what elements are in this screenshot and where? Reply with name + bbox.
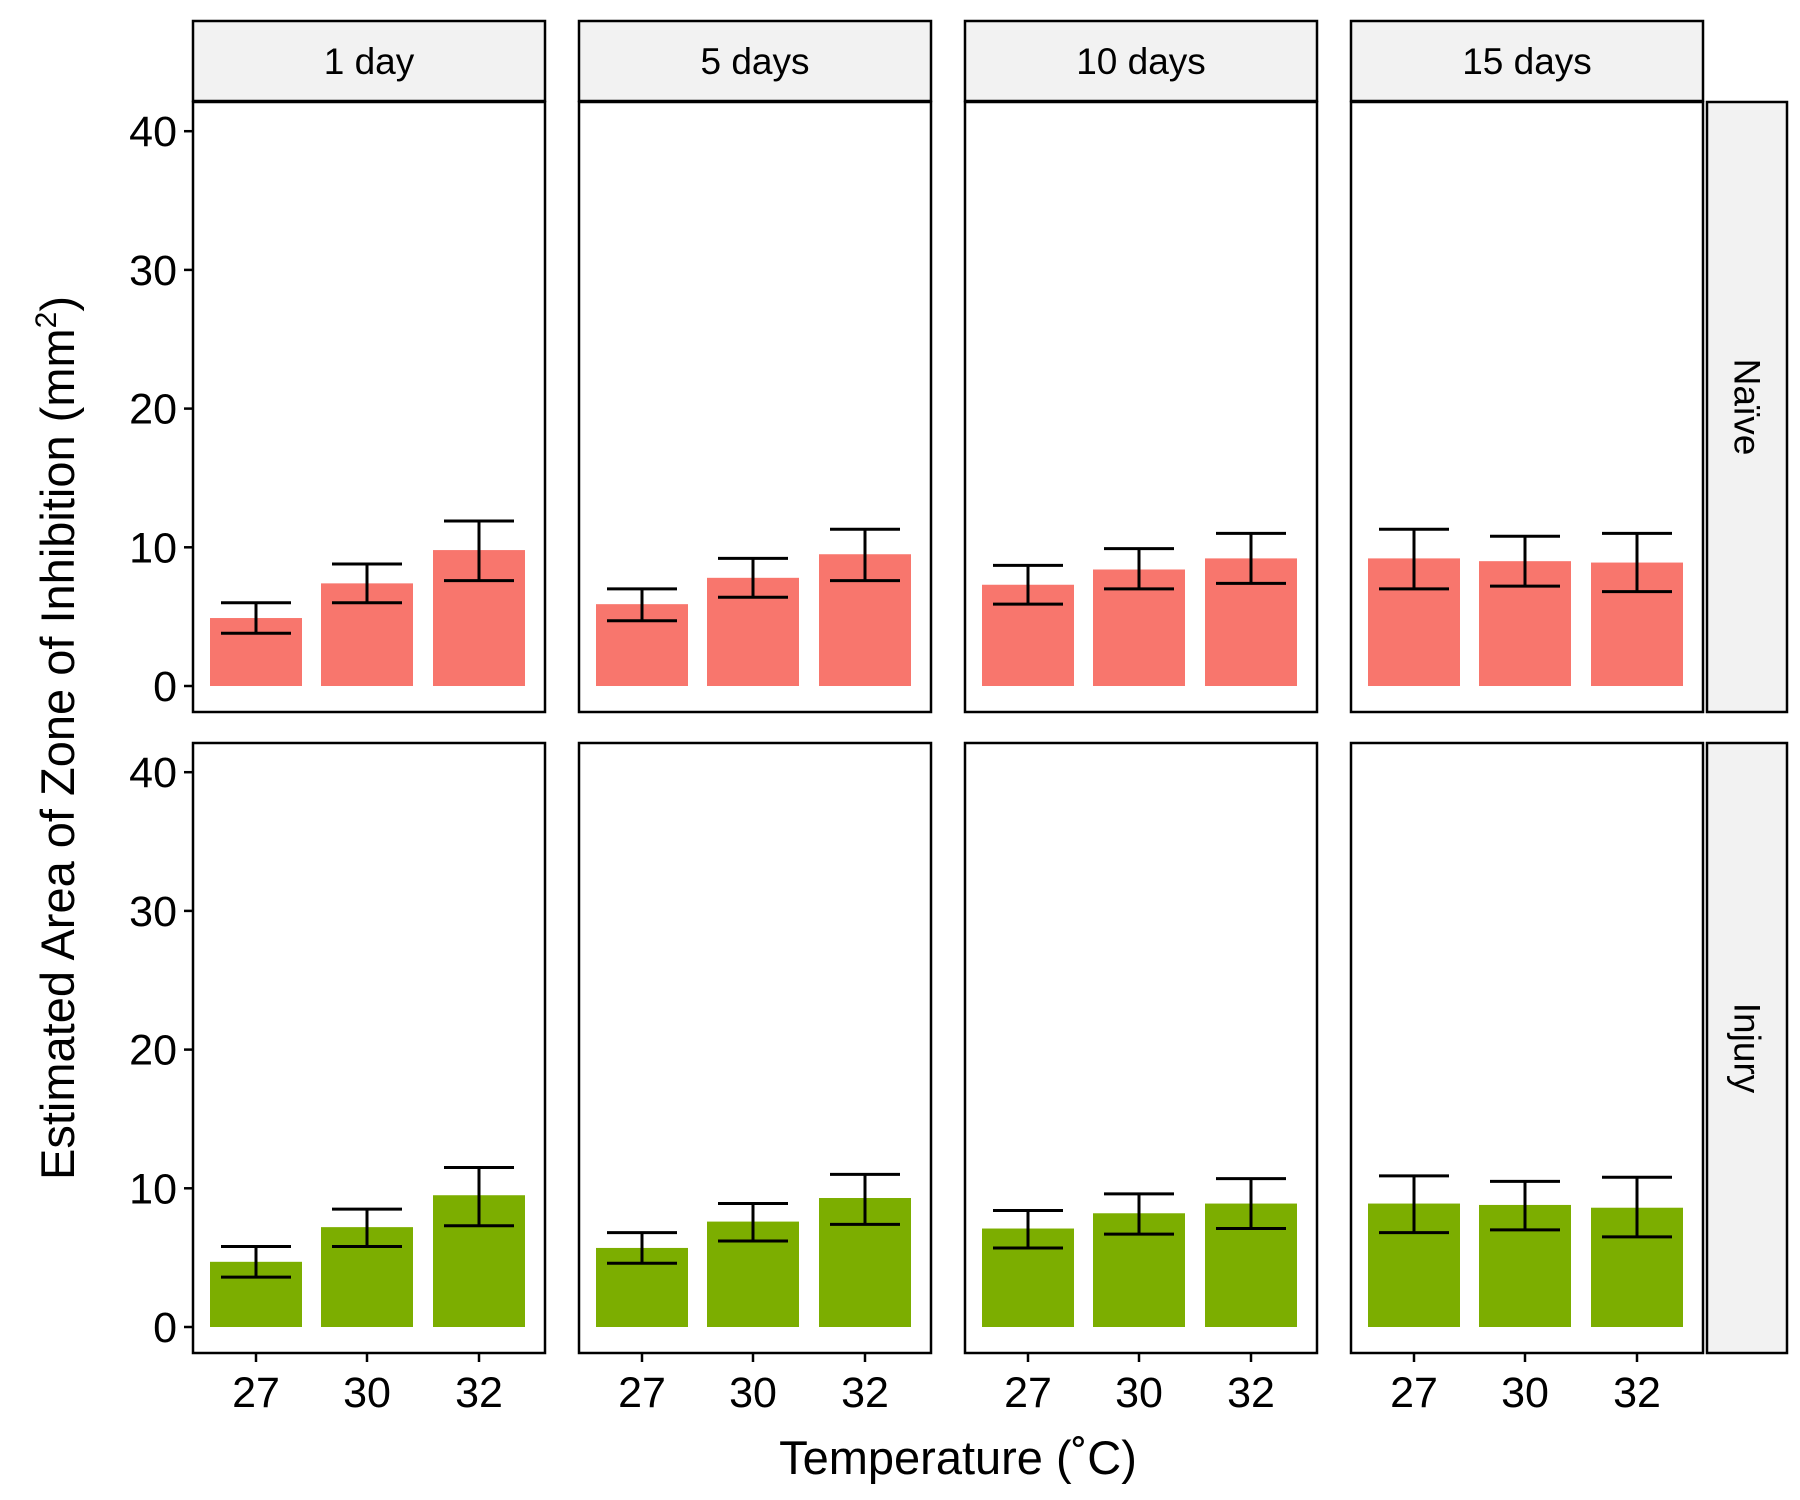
strip-label: 1 day bbox=[324, 41, 415, 82]
error-bar-32 bbox=[830, 527, 900, 583]
y-axis-naive: 0 10 20 30 40 bbox=[129, 108, 193, 711]
strip-background bbox=[191, 19, 547, 103]
y-axis-title-suffix: ) bbox=[31, 296, 84, 312]
y-tick-label: 40 bbox=[129, 108, 177, 156]
x-tick-label: 30 bbox=[343, 1369, 391, 1417]
x-tick-label: 30 bbox=[1115, 1369, 1163, 1417]
error-bar-30 bbox=[332, 1207, 402, 1249]
panel-border bbox=[577, 741, 933, 1355]
error-bar-27 bbox=[1379, 1174, 1449, 1235]
error-bar-27 bbox=[1379, 527, 1449, 591]
panel-border bbox=[963, 100, 1319, 714]
error-bar-30 bbox=[1104, 1192, 1174, 1236]
strip-background bbox=[1705, 741, 1789, 1355]
panel-naive-10-days bbox=[963, 100, 1319, 714]
y-tick-label: 30 bbox=[129, 888, 177, 936]
x-tick-label: 27 bbox=[1390, 1369, 1438, 1417]
error-bar-30 bbox=[332, 562, 402, 605]
y-tick-label: 40 bbox=[129, 749, 177, 797]
x-tick-label: 32 bbox=[455, 1369, 503, 1417]
error-bar-32 bbox=[444, 1165, 514, 1228]
x-axis-5-days: 27 30 32 bbox=[618, 1353, 889, 1417]
y-axis-title-main: Estimated Area of Zone of Inhibition (mm bbox=[31, 328, 84, 1180]
x-axis-15-days: 27 30 32 bbox=[1390, 1353, 1661, 1417]
x-tick-label: 27 bbox=[232, 1369, 280, 1417]
panel-injury-10-days bbox=[963, 741, 1319, 1355]
y-tick-label: 30 bbox=[129, 247, 177, 295]
panels-layer: 1 day 5 days 10 days 15 days Naïve Injury bbox=[191, 19, 1789, 1355]
y-axis-injury: 0 10 20 30 40 bbox=[129, 749, 193, 1352]
x-tick-label: 32 bbox=[841, 1369, 889, 1417]
strip-1-day: 1 day bbox=[191, 19, 547, 103]
panel-naive-1-day bbox=[191, 100, 547, 714]
axis-layer: 0 10 20 30 40 0 10 20 30 40 27 30 32 27 30 32 27 30 32 27 30… bbox=[129, 108, 1661, 1417]
panel-border bbox=[1349, 741, 1705, 1355]
strip-background bbox=[963, 19, 1319, 103]
x-tick-label: 32 bbox=[1613, 1369, 1661, 1417]
error-bar-30 bbox=[1490, 1179, 1560, 1232]
strip-injury: Injury bbox=[1705, 741, 1789, 1355]
panel-border bbox=[963, 741, 1319, 1355]
x-axis-1-day: 27 30 32 bbox=[232, 1353, 503, 1417]
strip-label: 15 days bbox=[1462, 41, 1592, 82]
x-axis-10-days: 27 30 32 bbox=[1004, 1353, 1275, 1417]
panel-border bbox=[191, 741, 547, 1355]
x-axis-title: Temperature (˚C) bbox=[779, 1431, 1137, 1484]
strip-label: 10 days bbox=[1076, 41, 1206, 82]
error-bar-27 bbox=[221, 1245, 291, 1279]
panel-injury-15-days bbox=[1349, 741, 1705, 1355]
panel-border bbox=[1349, 100, 1705, 714]
x-tick-label: 27 bbox=[1004, 1369, 1052, 1417]
x-tick-label: 30 bbox=[729, 1369, 777, 1417]
error-bar-30 bbox=[718, 556, 788, 599]
x-tick-label: 27 bbox=[618, 1369, 666, 1417]
y-tick-label: 20 bbox=[129, 386, 177, 434]
error-bar-30 bbox=[718, 1202, 788, 1243]
error-bar-32 bbox=[1216, 1177, 1286, 1231]
error-bar-32 bbox=[444, 519, 514, 583]
panel-injury-1-day bbox=[191, 741, 547, 1355]
strip-5-days: 5 days bbox=[577, 19, 933, 103]
y-tick-label: 20 bbox=[129, 1027, 177, 1075]
error-bar-27 bbox=[993, 563, 1063, 606]
panel-border bbox=[577, 100, 933, 714]
panel-injury-5-days bbox=[577, 741, 933, 1355]
x-tick-label: 30 bbox=[1501, 1369, 1549, 1417]
strip-label: Injury bbox=[1727, 1003, 1768, 1094]
error-bar-30 bbox=[1104, 547, 1174, 591]
strip-background bbox=[1349, 19, 1705, 103]
error-bar-27 bbox=[993, 1208, 1063, 1250]
strip-label: 5 days bbox=[700, 41, 809, 82]
y-axis-title-superscript: 2 bbox=[30, 312, 63, 329]
strip-10-days: 10 days bbox=[963, 19, 1319, 103]
error-bar-27 bbox=[221, 601, 291, 635]
error-bar-32 bbox=[1602, 1175, 1672, 1239]
y-tick-label: 0 bbox=[153, 1304, 177, 1352]
x-tick-label: 32 bbox=[1227, 1369, 1275, 1417]
error-bar-27 bbox=[607, 587, 677, 623]
strip-background bbox=[577, 19, 933, 103]
error-bar-32 bbox=[1602, 531, 1672, 594]
y-tick-label: 0 bbox=[153, 663, 177, 711]
error-bar-30 bbox=[1490, 534, 1560, 588]
panel-naive-15-days bbox=[1349, 100, 1705, 714]
error-bar-27 bbox=[607, 1231, 677, 1265]
strip-label: Naïve bbox=[1727, 359, 1768, 456]
panel-border bbox=[191, 100, 547, 714]
y-axis-title: Estimated Area of Zone of Inhibition (mm… bbox=[30, 296, 84, 1180]
error-bar-32 bbox=[830, 1172, 900, 1226]
strip-naive: Naïve bbox=[1705, 100, 1789, 714]
panel-naive-5-days bbox=[577, 100, 933, 714]
strip-15-days: 15 days bbox=[1349, 19, 1705, 103]
y-tick-label: 10 bbox=[129, 524, 177, 572]
y-tick-label: 10 bbox=[129, 1165, 177, 1213]
error-bar-32 bbox=[1216, 531, 1286, 585]
strip-background bbox=[1705, 100, 1789, 714]
